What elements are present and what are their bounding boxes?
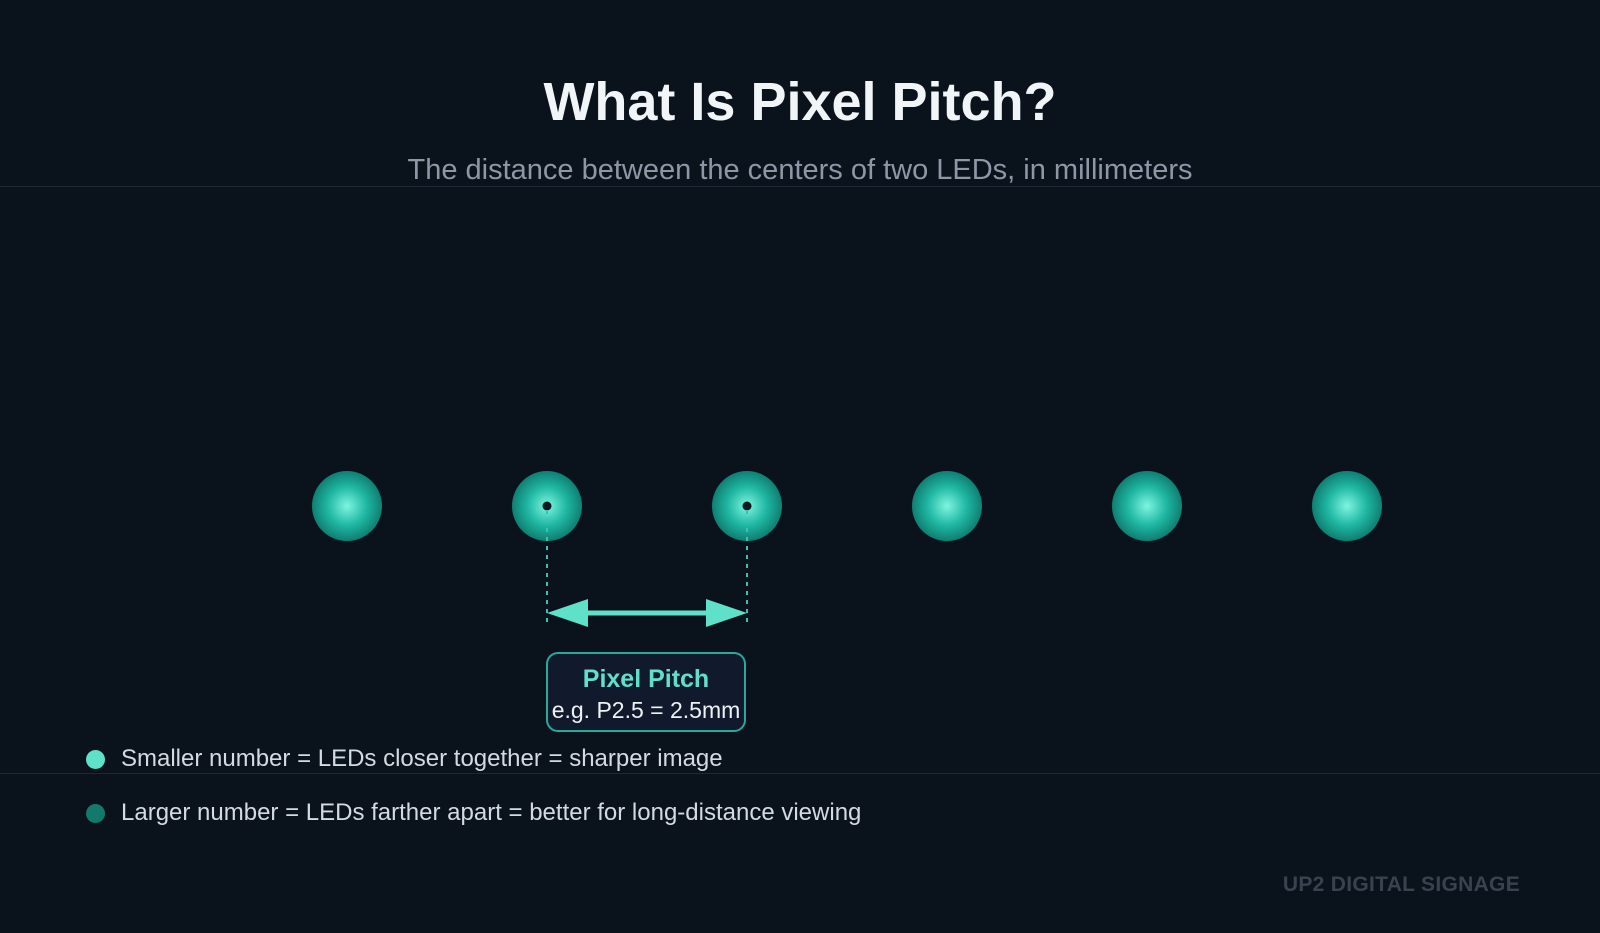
legend-text: Larger number = LEDs farther apart = bet… [121, 799, 862, 826]
pitch-measure-arrow [547, 599, 747, 627]
arrowhead-right [706, 599, 747, 627]
bullet-dot [86, 749, 105, 769]
page-subtitle: The distance between the centers of two … [407, 154, 1193, 186]
callout-title: Pixel Pitch [582, 665, 710, 693]
bottom-divider [0, 773, 1600, 774]
bullet-dot [86, 803, 105, 823]
legend-text: Smaller number = LEDs closer together = … [121, 745, 723, 772]
led-6 [1312, 471, 1382, 541]
led-5 [1112, 471, 1182, 541]
led-4 [912, 471, 982, 541]
pixel-pitch-callout: Pixel Pitch e.g. P2.5 = 2.5mm [546, 652, 746, 732]
legend-item-larger: Larger number = LEDs farther apart = bet… [86, 798, 861, 828]
center-dot-right [742, 501, 752, 511]
led-1 [312, 471, 382, 541]
center-dot-left [542, 501, 552, 511]
legend-item-smaller: Smaller number = LEDs closer together = … [86, 744, 723, 774]
page-title: What Is Pixel Pitch? [543, 72, 1057, 132]
arrowhead-left [547, 599, 588, 627]
top-divider [0, 186, 1600, 187]
brand-logo-text: UP2 DIGITAL SIGNAGE [1282, 873, 1520, 896]
callout-subtitle: e.g. P2.5 = 2.5mm [551, 697, 741, 723]
led-row [312, 471, 1382, 541]
